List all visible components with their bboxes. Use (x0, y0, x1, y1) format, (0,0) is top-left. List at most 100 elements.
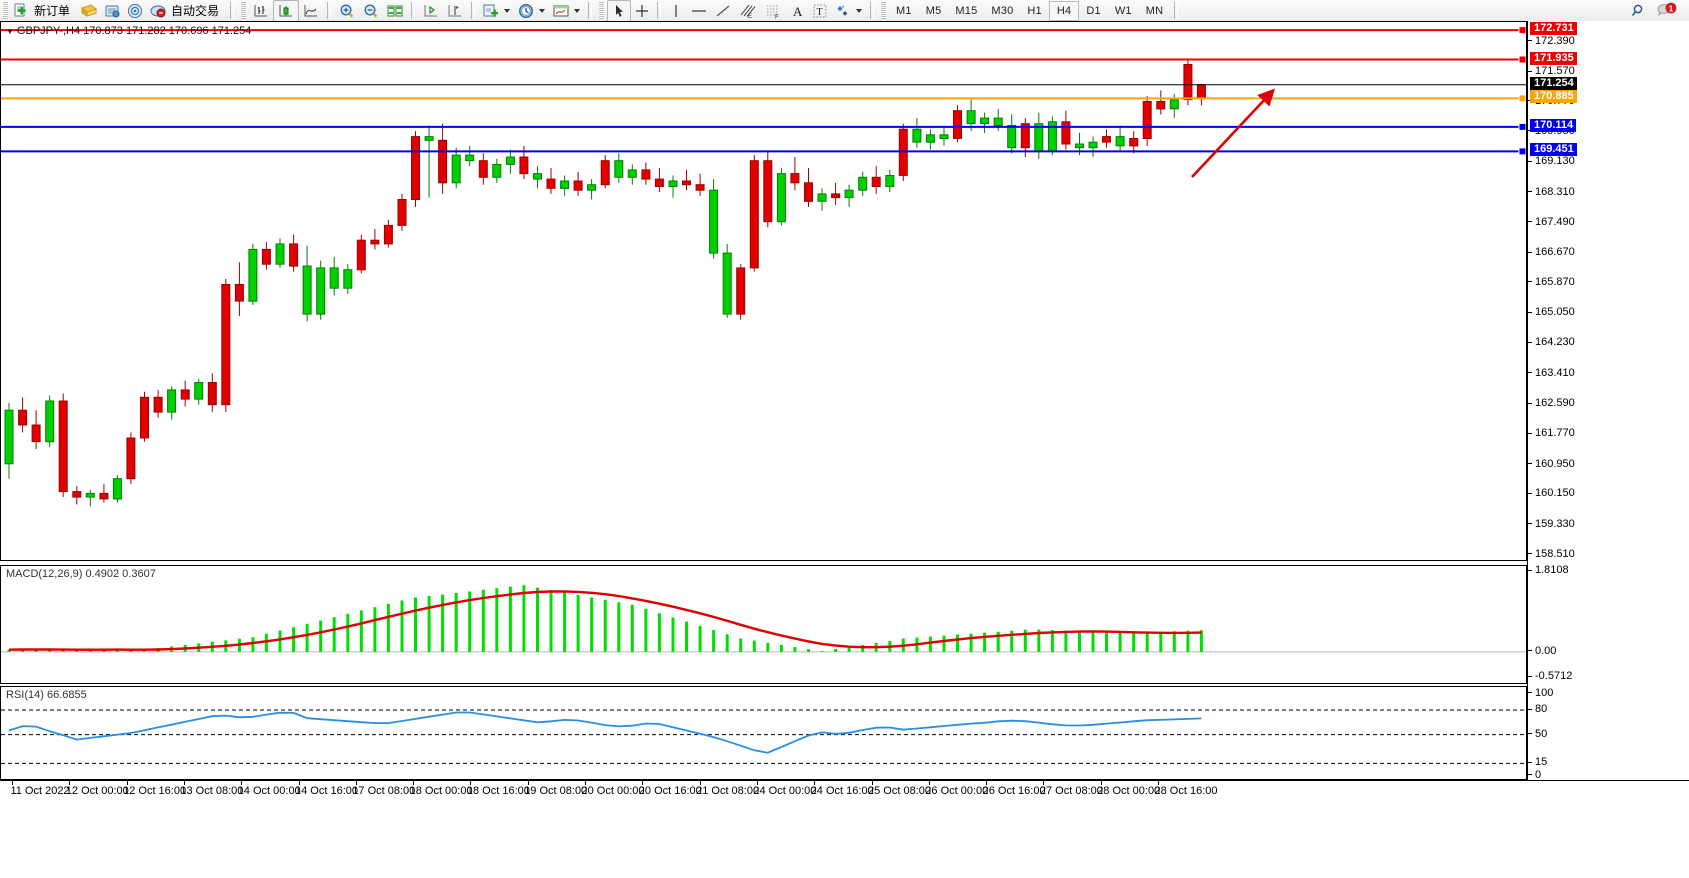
time-tick: 20 Oct 16:00 (638, 785, 702, 797)
new-order-button[interactable]: 新订单 (11, 1, 77, 21)
rsi-label: RSI(14) 66.6855 (6, 689, 87, 701)
chart-shift-button[interactable] (443, 1, 467, 21)
indicators-dropdown-caret[interactable] (504, 8, 511, 13)
time-tick: 28 Oct 16:00 (1154, 785, 1218, 797)
macd-tick: -0.5712 (1528, 670, 1572, 682)
timeframe-h4[interactable]: H4 (1048, 0, 1080, 21)
line-chart-icon (304, 4, 318, 16)
price-level-tag[interactable]: 171.935 (1530, 51, 1577, 65)
signals-icon (128, 3, 143, 18)
notifications-button[interactable]: 1 (1653, 1, 1681, 21)
rsi-tick: 50 (1528, 728, 1547, 740)
timeframe-m5[interactable]: M5 (925, 4, 942, 17)
text-label-button[interactable]: T (809, 1, 831, 21)
price-scale[interactable]: 172.390171.570170.770169.950169.130168.3… (1527, 21, 1689, 781)
alerts-button[interactable]: 自动交易 (147, 1, 226, 21)
price-level-tag[interactable]: 171.254 (1530, 76, 1577, 90)
toolbar-separator-5 (588, 2, 593, 19)
candlestick-chart-button[interactable] (273, 0, 300, 22)
time-tick: 18 Oct 00:00 (409, 785, 473, 797)
templates-dropdown-caret[interactable] (574, 8, 581, 13)
fibonacci-icon: F (767, 5, 780, 19)
toolbar-separator-7 (870, 2, 875, 19)
price-tick: 162.590 (1528, 397, 1575, 409)
trendline-button[interactable] (711, 1, 735, 21)
rsi-pane[interactable]: RSI(14) 66.6855 (0, 686, 1527, 780)
timeframe-m30[interactable]: M30 (991, 4, 1014, 17)
zoom-in-button[interactable] (335, 1, 359, 21)
templates-button[interactable] (549, 1, 573, 21)
zoom-out-button[interactable] (359, 1, 383, 21)
price-level-tag[interactable]: 172.731 (1530, 22, 1577, 36)
time-separator (298, 781, 300, 785)
toolbar-separator (230, 2, 235, 19)
toolbar-grip-4[interactable] (881, 2, 887, 19)
symbol-header-text: GBPJPY-,H4 170.873 171.282 170.696 171.2… (16, 25, 252, 37)
timeframe-h1[interactable]: H1 (1027, 4, 1042, 17)
equidistant-channel-button[interactable]: E (735, 1, 761, 21)
toolbar-grip-2[interactable] (241, 2, 247, 19)
timeframe-w1[interactable]: W1 (1114, 4, 1132, 17)
time-scale[interactable]: 11 Oct 2022 12 Oct 00:00 12 Oct 16:00 13 Oc… (0, 780, 1689, 804)
toolbar-separator-2 (327, 2, 332, 19)
timeframe-m1[interactable]: M1 (896, 4, 912, 17)
price-tick: 165.870 (1528, 276, 1575, 288)
bar-chart-button[interactable] (249, 1, 273, 21)
crosshair-icon (636, 4, 649, 17)
search-button[interactable] (1627, 1, 1653, 21)
timeframe-d1[interactable]: D1 (1086, 4, 1101, 17)
price-tick: 165.050 (1528, 306, 1575, 318)
equidistant-channel-icon: E (740, 4, 756, 19)
crosshair-button[interactable] (631, 1, 653, 21)
zoom-in-icon (340, 3, 354, 17)
period-dropdown-caret[interactable] (539, 8, 546, 13)
timeframe-mn[interactable]: MN (1145, 4, 1164, 17)
time-tick: 25 Oct 08:00 (868, 785, 931, 797)
time-separator (12, 781, 13, 785)
status-bar (0, 804, 1689, 878)
period-button[interactable] (514, 1, 538, 21)
collapse-arrow-icon[interactable]: ▼ (6, 27, 14, 36)
price-candles (1, 26, 1526, 507)
line-chart-button[interactable] (299, 1, 323, 21)
hline-icon (692, 9, 707, 12)
toolbar-separator-8 (1174, 2, 1179, 19)
cursor-button[interactable] (607, 0, 632, 22)
price-level-tag[interactable]: 170.885 (1530, 90, 1577, 104)
hline-button[interactable] (687, 1, 711, 21)
price-tick: 172.390 (1528, 35, 1575, 47)
svg-text:E: E (748, 14, 752, 19)
time-tick: 18 Oct 16:00 (466, 785, 530, 797)
new-order-label: 新订单 (34, 4, 71, 18)
toolbar-grip[interactable] (3, 2, 8, 19)
signals-button[interactable] (124, 1, 147, 21)
objects-button[interactable] (831, 1, 855, 21)
fibonacci-button[interactable]: F (761, 1, 787, 21)
indicators-button[interactable] (479, 1, 503, 21)
autoscroll-button[interactable] (419, 1, 443, 21)
chart-area[interactable]: ▼ GBPJPY-,H4 170.873 171.282 170.696 171.… (0, 21, 1689, 878)
time-separator (642, 781, 644, 785)
price-tick: 161.770 (1528, 427, 1575, 439)
macd-pane[interactable]: MACD(12,26,9) 0.4902 0.3607 (0, 565, 1527, 684)
tile-windows-button[interactable] (383, 1, 407, 21)
wallet-button[interactable] (77, 1, 101, 21)
vline-button[interactable] (665, 1, 687, 21)
time-tick: 24 Oct 16:00 (810, 785, 874, 797)
text-button[interactable]: A (787, 1, 809, 21)
terminal-button[interactable] (101, 1, 124, 21)
toolbar-grip-3[interactable] (599, 2, 605, 19)
toolbar-separator-3 (411, 2, 416, 19)
time-tick: 13 Oct 08:00 (180, 785, 244, 797)
time-separator (241, 781, 243, 785)
price-level-tag[interactable]: 169.451 (1530, 143, 1577, 157)
wallet-icon (80, 3, 98, 17)
objects-dropdown-caret[interactable] (856, 8, 863, 13)
timeframe-m15[interactable]: M15 (955, 4, 978, 17)
price-level-tag[interactable]: 170.114 (1530, 118, 1577, 132)
notification-count: 1 (1669, 4, 1674, 13)
price-tick: 168.310 (1528, 186, 1575, 198)
price-chart-pane[interactable]: ▼ GBPJPY-,H4 170.873 171.282 170.696 171.… (0, 21, 1527, 561)
search-icon (1631, 4, 1643, 16)
time-tick: 14 Oct 00:00 (237, 785, 301, 797)
